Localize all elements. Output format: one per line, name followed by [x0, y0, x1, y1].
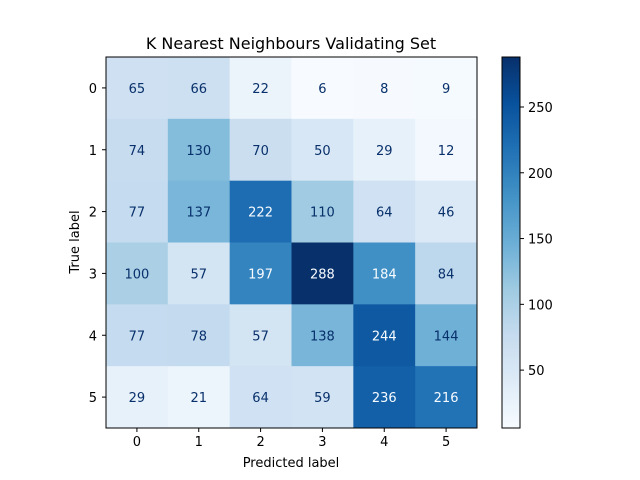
cell-3-2	[229, 242, 292, 305]
y-tick-label-3: 3	[89, 267, 97, 282]
cell-value-2-5: 46	[438, 206, 455, 221]
x-tick-label-4: 4	[380, 435, 388, 450]
cell-value-2-1: 137	[186, 206, 211, 221]
colorbar	[501, 56, 521, 429]
cell-value-5-5: 216	[434, 391, 459, 406]
cell-value-0-5: 9	[442, 82, 450, 97]
cell-value-1-0: 74	[129, 144, 146, 159]
cell-1-2	[229, 118, 292, 182]
cell-2-1	[167, 180, 231, 243]
cell-2-4	[353, 180, 416, 243]
cell-0-0	[106, 57, 169, 120]
x-tick-label-0: 0	[133, 435, 141, 450]
cell-0-5	[415, 57, 478, 120]
cell-value-2-4: 64	[376, 206, 393, 221]
cell-value-3-3: 288	[310, 267, 335, 282]
colorbar-tick-label-3: 200	[528, 167, 553, 182]
x-axis-label: Predicted label	[243, 456, 340, 471]
cell-4-3	[291, 304, 354, 367]
cell-value-0-4: 8	[380, 82, 388, 97]
cell-value-1-4: 29	[376, 144, 393, 159]
heatmap-cells: 65 66 22 6 8 9 74 130 70 50 29 12 77 137 222 110 64 46 100…	[106, 57, 478, 429]
cell-1-1	[167, 118, 231, 182]
cell-value-4-5: 144	[434, 329, 459, 344]
cell-value-5-4: 236	[372, 391, 397, 406]
cell-value-5-3: 59	[314, 391, 331, 406]
cell-value-4-4: 244	[372, 329, 397, 344]
cell-2-3	[291, 180, 354, 243]
chart-title: K Nearest Neighbours Validating Set	[146, 34, 436, 53]
y-tick-label-2: 2	[89, 206, 97, 221]
cell-4-0	[106, 304, 169, 367]
cell-1-0	[106, 118, 169, 182]
cell-1-5	[415, 118, 478, 182]
cell-5-4	[353, 366, 416, 429]
cell-2-0	[106, 180, 169, 243]
x-axis-ticks: 0 1 2 3 4 5	[133, 428, 450, 450]
cell-value-1-2: 70	[252, 144, 269, 159]
cell-0-3	[291, 57, 354, 120]
x-tick-label-2: 2	[256, 435, 264, 450]
cell-value-1-5: 12	[438, 144, 455, 159]
cell-value-4-0: 77	[129, 329, 146, 344]
cell-5-0	[106, 366, 169, 429]
cell-value-4-1: 78	[190, 329, 207, 344]
y-tick-label-5: 5	[89, 391, 97, 406]
y-axis-label: True label	[68, 210, 83, 274]
cell-value-0-2: 22	[252, 82, 269, 97]
cell-value-2-2: 222	[248, 206, 273, 221]
cell-value-5-2: 64	[252, 391, 269, 406]
y-tick-label-4: 4	[89, 329, 97, 344]
cell-1-3	[291, 118, 354, 182]
colorbar-tick-label-4: 250	[528, 101, 553, 116]
cell-value-1-1: 130	[186, 144, 211, 159]
x-tick-label-5: 5	[442, 435, 450, 450]
cell-value-3-5: 84	[438, 267, 455, 282]
cell-3-1	[167, 242, 231, 305]
cell-2-5	[415, 180, 478, 243]
colorbar-tick-label-1: 100	[528, 298, 553, 313]
cell-0-2	[229, 57, 292, 120]
cell-value-2-3: 110	[310, 206, 335, 221]
cell-5-5	[415, 366, 478, 429]
cell-3-0	[106, 242, 169, 305]
cell-4-4	[353, 304, 416, 367]
cell-3-4	[353, 242, 416, 305]
cell-4-2	[229, 304, 292, 367]
cell-value-4-3: 138	[310, 329, 335, 344]
cell-value-3-0: 100	[125, 267, 150, 282]
cell-3-5	[415, 242, 478, 305]
y-axis-ticks: 0 1 2 3 4 5	[89, 82, 106, 406]
cell-value-4-2: 57	[252, 329, 269, 344]
cell-value-1-3: 50	[314, 144, 331, 159]
cell-1-4	[353, 118, 416, 182]
cell-3-3	[291, 242, 354, 305]
cell-value-5-1: 21	[190, 391, 207, 406]
x-tick-label-3: 3	[318, 435, 326, 450]
cell-4-1	[167, 304, 231, 367]
cell-value-0-0: 65	[129, 82, 146, 97]
cell-value-3-1: 57	[190, 267, 207, 282]
colorbar-ticks: 50 100 150 200 250	[520, 101, 553, 379]
cell-5-3	[291, 366, 354, 429]
cell-value-3-4: 184	[372, 267, 397, 282]
plot-frame	[105, 56, 478, 429]
cell-value-3-2: 197	[248, 267, 273, 282]
colorbar-tick-label-2: 150	[528, 233, 553, 248]
cell-2-2	[229, 180, 292, 243]
colorbar-tick-label-0: 50	[528, 364, 545, 379]
cell-0-1	[167, 57, 231, 120]
cell-value-2-0: 77	[129, 206, 146, 221]
cell-value-0-3: 6	[318, 82, 326, 97]
y-tick-label-1: 1	[89, 144, 97, 159]
cell-4-5	[415, 304, 478, 367]
cell-0-4	[353, 57, 416, 120]
cell-value-5-0: 29	[129, 391, 146, 406]
cell-5-2	[229, 366, 292, 429]
y-tick-label-0: 0	[89, 82, 97, 97]
cell-5-1	[167, 366, 231, 429]
x-tick-label-1: 1	[195, 435, 203, 450]
cell-value-0-1: 66	[190, 82, 207, 97]
